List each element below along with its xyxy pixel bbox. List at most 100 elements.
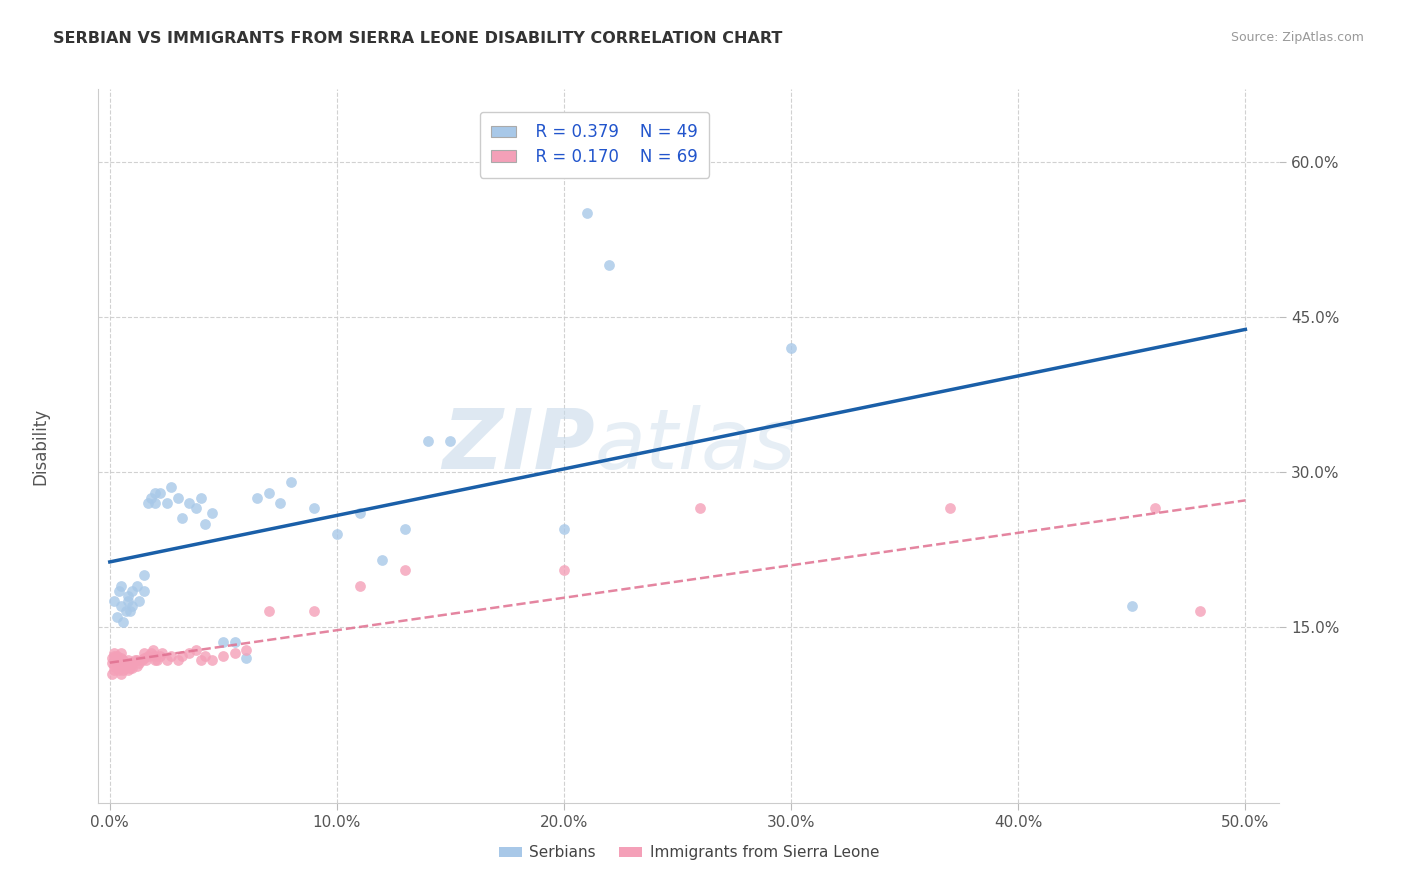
Text: atlas: atlas bbox=[595, 406, 796, 486]
Point bbox=[939, 501, 962, 516]
Point bbox=[598, 258, 620, 272]
Point bbox=[112, 653, 135, 667]
Point bbox=[139, 646, 162, 660]
Point bbox=[246, 491, 269, 505]
Point bbox=[212, 635, 235, 649]
Point bbox=[125, 659, 148, 673]
Point bbox=[103, 646, 125, 660]
Point bbox=[125, 579, 148, 593]
Point bbox=[138, 648, 160, 663]
Point bbox=[121, 583, 143, 598]
Point bbox=[132, 568, 155, 582]
Point bbox=[101, 666, 124, 681]
Point bbox=[150, 646, 173, 660]
Text: ZIP: ZIP bbox=[441, 406, 595, 486]
Point bbox=[110, 646, 132, 660]
Point bbox=[280, 475, 302, 490]
Point bbox=[142, 642, 165, 657]
Point bbox=[114, 605, 136, 619]
Legend: Serbians, Immigrants from Sierra Leone: Serbians, Immigrants from Sierra Leone bbox=[492, 839, 886, 866]
Point bbox=[235, 642, 257, 657]
Point bbox=[132, 646, 155, 660]
Point bbox=[138, 496, 160, 510]
Point bbox=[553, 522, 575, 536]
Point bbox=[349, 579, 371, 593]
Text: SERBIAN VS IMMIGRANTS FROM SIERRA LEONE DISABILITY CORRELATION CHART: SERBIAN VS IMMIGRANTS FROM SIERRA LEONE … bbox=[53, 31, 783, 46]
Point bbox=[121, 599, 143, 614]
Point bbox=[112, 659, 135, 673]
Point bbox=[139, 491, 162, 505]
Point bbox=[149, 485, 172, 500]
Point bbox=[172, 511, 194, 525]
Point bbox=[103, 648, 125, 663]
Point bbox=[149, 648, 172, 663]
Point bbox=[128, 656, 150, 670]
Point bbox=[1121, 599, 1143, 614]
Point bbox=[201, 653, 224, 667]
Point bbox=[105, 661, 128, 675]
Point bbox=[143, 485, 166, 500]
Point bbox=[302, 605, 325, 619]
Point bbox=[439, 434, 461, 448]
Point bbox=[105, 653, 128, 667]
Point bbox=[124, 653, 146, 667]
Point bbox=[103, 664, 125, 678]
Point bbox=[110, 599, 132, 614]
Point bbox=[302, 501, 325, 516]
Point bbox=[114, 656, 136, 670]
Point bbox=[416, 434, 439, 448]
Point bbox=[194, 516, 217, 531]
Point bbox=[105, 656, 128, 670]
Point bbox=[105, 609, 128, 624]
Point bbox=[155, 653, 177, 667]
Point bbox=[160, 480, 183, 494]
Point bbox=[146, 653, 169, 667]
Point bbox=[110, 656, 132, 670]
Point bbox=[110, 666, 132, 681]
Point bbox=[110, 661, 132, 675]
Point bbox=[167, 491, 190, 505]
Point bbox=[257, 605, 280, 619]
Point bbox=[131, 653, 153, 667]
Point bbox=[125, 653, 148, 667]
Point bbox=[167, 653, 190, 667]
Point bbox=[114, 661, 136, 675]
Point bbox=[117, 653, 139, 667]
Point bbox=[553, 563, 575, 577]
Point bbox=[108, 653, 131, 667]
Point bbox=[120, 605, 142, 619]
Point bbox=[394, 563, 416, 577]
Y-axis label: Disability: Disability bbox=[32, 408, 49, 484]
Point bbox=[224, 646, 246, 660]
Point bbox=[101, 656, 124, 670]
Point bbox=[108, 659, 131, 673]
Point bbox=[110, 651, 132, 665]
Point bbox=[101, 651, 124, 665]
Point bbox=[224, 635, 246, 649]
Point bbox=[1188, 605, 1211, 619]
Point bbox=[190, 491, 212, 505]
Point bbox=[120, 656, 142, 670]
Point bbox=[112, 615, 135, 629]
Point bbox=[172, 648, 194, 663]
Text: Source: ZipAtlas.com: Source: ZipAtlas.com bbox=[1230, 31, 1364, 45]
Point bbox=[326, 527, 349, 541]
Point bbox=[108, 583, 131, 598]
Point bbox=[349, 506, 371, 520]
Point bbox=[179, 646, 201, 660]
Point bbox=[143, 653, 166, 667]
Point bbox=[155, 496, 177, 510]
Point bbox=[1143, 501, 1166, 516]
Point bbox=[121, 661, 143, 675]
Point bbox=[212, 648, 235, 663]
Point bbox=[103, 594, 125, 608]
Point bbox=[269, 496, 291, 510]
Point bbox=[394, 522, 416, 536]
Point bbox=[112, 664, 135, 678]
Point bbox=[235, 651, 257, 665]
Point bbox=[132, 583, 155, 598]
Point bbox=[117, 589, 139, 603]
Point bbox=[117, 594, 139, 608]
Point bbox=[103, 659, 125, 673]
Point bbox=[201, 506, 224, 520]
